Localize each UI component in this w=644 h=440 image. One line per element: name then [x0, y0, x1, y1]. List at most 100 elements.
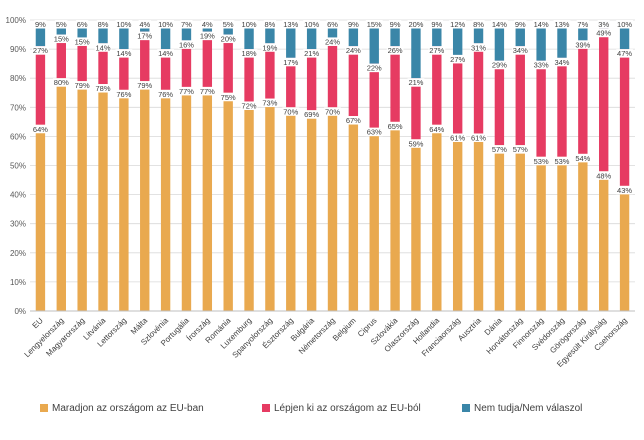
data-label-bg [303, 20, 321, 29]
bar-segment [619, 49, 630, 186]
data-label: 15% [367, 20, 382, 29]
bar-segment [160, 89, 171, 311]
data-label-bg [324, 107, 341, 116]
data-label-bg [240, 101, 258, 110]
data-label-bg [532, 156, 550, 166]
bar-segment [557, 57, 567, 157]
bar-segment [452, 133, 463, 311]
data-label-bg [222, 20, 235, 29]
bar-segment [202, 86, 213, 312]
data-label: 21% [408, 78, 423, 87]
data-label: 70% [283, 107, 298, 116]
data-label: 9% [35, 20, 46, 29]
data-label-bg [616, 49, 633, 58]
data-label: 14% [534, 20, 549, 29]
bar-segment [578, 20, 588, 41]
data-label-bg [386, 46, 404, 55]
bar-segment [473, 133, 484, 311]
data-label-bg [261, 43, 279, 52]
bar-segment [411, 78, 421, 140]
bar-segment [515, 46, 525, 146]
data-label: 64% [429, 125, 444, 134]
data-label-bg [344, 46, 362, 55]
bar-segment [223, 92, 233, 311]
legend-label: Lépjen ki az országom az EU-ból [274, 403, 421, 414]
bar-segment [223, 34, 233, 93]
legend-item: Nem tudja/Nem válaszol [462, 403, 582, 414]
data-label-bg [472, 20, 485, 29]
data-label-bg [76, 20, 89, 29]
data-label: 7% [181, 20, 192, 29]
data-label-bg [595, 28, 613, 38]
data-label-bg [115, 89, 133, 99]
bar-segment [140, 31, 150, 82]
data-label: 10% [116, 20, 131, 29]
data-label: 7% [577, 20, 588, 29]
bar-segment [494, 60, 505, 146]
data-label-bg [514, 20, 527, 29]
bar-segment [536, 156, 546, 311]
data-label-bg [73, 81, 91, 90]
data-label-bg [282, 57, 300, 67]
data-label: 20% [408, 20, 423, 29]
data-label: 63% [367, 128, 382, 137]
data-label-bg [324, 37, 341, 46]
data-label-bg [470, 43, 487, 52]
data-label-bg [136, 81, 154, 90]
data-label: 19% [200, 32, 215, 41]
bar-segment [35, 124, 46, 311]
bar-segment [390, 46, 400, 122]
data-label: 78% [96, 84, 111, 93]
data-label-bg [282, 107, 300, 116]
data-label: 8% [264, 20, 275, 29]
bar-segment [494, 20, 505, 61]
data-label-bg [94, 84, 112, 93]
bar-segment [306, 20, 317, 50]
data-label-bg [34, 20, 47, 29]
bar-segment [578, 40, 588, 154]
y-tick-label: 100% [6, 16, 26, 25]
data-label-bg [157, 49, 175, 58]
bars-layer [35, 20, 630, 312]
data-label-bg [449, 54, 467, 64]
data-label-bg [511, 46, 529, 55]
data-label: 16% [179, 40, 194, 49]
data-label: 8% [98, 20, 109, 29]
legend-swatch [40, 404, 48, 412]
data-label: 77% [200, 87, 215, 96]
y-tick-label: 90% [10, 45, 26, 54]
data-label-bg [386, 121, 404, 131]
bar-segment [56, 34, 66, 79]
data-label: 75% [221, 93, 236, 102]
data-label-bg [490, 20, 508, 29]
data-label-bg [365, 127, 383, 137]
data-label: 4% [202, 20, 213, 29]
data-label-bg [303, 49, 321, 58]
bar-segment [265, 20, 275, 44]
data-label: 67% [346, 116, 361, 125]
y-tick-label: 60% [10, 132, 26, 141]
data-label-bg [52, 34, 70, 44]
data-label-bg [576, 20, 589, 29]
data-label: 31% [471, 43, 486, 52]
bar-segment [286, 20, 296, 58]
data-label-bg [616, 20, 633, 29]
bar-segment [515, 20, 525, 47]
y-tick-label: 50% [10, 162, 26, 171]
legend-swatch [462, 404, 470, 412]
data-label: 21% [304, 49, 319, 58]
bar-segment [35, 20, 46, 47]
data-label: 54% [575, 154, 590, 163]
legend-label: Maradjon az országom az EU-ban [52, 403, 204, 414]
bar-segment [432, 20, 442, 47]
bar-segment [160, 49, 171, 90]
y-tick-label: 70% [10, 103, 26, 112]
bar-segment [348, 116, 359, 311]
data-label: 26% [388, 46, 403, 55]
data-label: 14% [158, 49, 173, 58]
data-label-bg [55, 20, 68, 29]
data-label: 10% [304, 20, 319, 29]
data-label: 48% [596, 171, 611, 180]
data-label: 80% [54, 78, 69, 87]
data-label: 3% [598, 20, 609, 29]
